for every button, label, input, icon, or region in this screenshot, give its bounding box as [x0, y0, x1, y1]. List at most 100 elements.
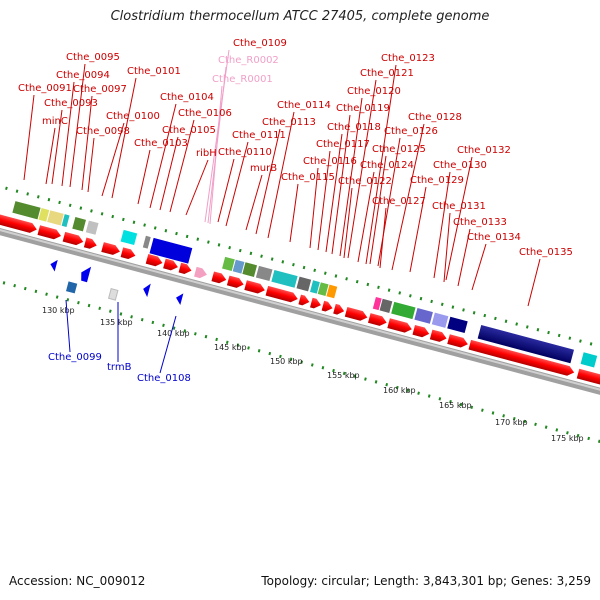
gene-label-leader: [317, 150, 331, 251]
gene-label-leader: [289, 183, 299, 243]
gene-label-leader: [23, 94, 35, 181]
gene-label: Cthe_0134: [467, 232, 521, 243]
gene-label: minC: [42, 116, 68, 127]
gene-label: Cthe_0095: [66, 52, 120, 63]
gene-label-leader: [325, 133, 343, 253]
gene-label-leader: [209, 85, 223, 225]
ruler-label: 170 kbp: [495, 418, 528, 427]
gene-label-leader: [377, 137, 401, 267]
gene-label: Cthe_0131: [432, 201, 486, 212]
gene-label-leader: [225, 141, 249, 227]
gene-label: Cthe_0130: [433, 160, 487, 171]
gene-label: Cthe_0105: [162, 125, 216, 136]
gene-label: Cthe_0132: [457, 145, 511, 156]
topology-summary: Topology: circular; Length: 3,843,301 bp…: [261, 574, 591, 588]
gene-label-leader: [45, 127, 56, 185]
gene-label: Cthe_0099: [48, 352, 102, 363]
gene-label-leader: [51, 109, 63, 185]
gene-label: Cthe_0093: [44, 98, 98, 109]
rna-gene: [194, 266, 207, 279]
gene-label: Cthe_0113: [262, 117, 316, 128]
gene-label: Cthe_0125: [372, 144, 426, 155]
gene-label-leader: [457, 228, 471, 287]
gene-label-leader: [217, 158, 235, 223]
gene-label: trmB: [107, 362, 132, 373]
gene-label-leader: [369, 155, 387, 265]
gene-label-leader: [149, 103, 177, 209]
gene-label: Cthe_R0001: [212, 74, 273, 85]
gene-label: Cthe_0123: [381, 53, 435, 64]
gene-label-leader: [65, 299, 71, 353]
gene-label-leader: [245, 174, 263, 231]
gene-label: Cthe_0110: [218, 147, 272, 158]
ruler-label: 145 kbp: [214, 343, 247, 352]
gene-label: Cthe_0097: [73, 84, 127, 95]
gene-label: Cthe_R0002: [218, 55, 279, 66]
gene-label: Cthe_0121: [360, 68, 414, 79]
gene-label: Cthe_0122: [338, 176, 392, 187]
gene-label: Cthe_0127: [372, 196, 426, 207]
gene-label: Cthe_0101: [127, 66, 181, 77]
accession-text: Accession: NC_009012: [9, 574, 146, 588]
gene-label: Cthe_0114: [277, 100, 331, 111]
gene-label-leader: [137, 149, 151, 205]
gene-label-leader: [433, 171, 451, 279]
ruler-label: 160 kbp: [383, 386, 416, 395]
gene-label: Cthe_0135: [519, 247, 573, 258]
gene-label: Cthe_0109: [233, 38, 287, 49]
ruler-label: 165 kbp: [439, 401, 472, 410]
ruler-label: 140 kbp: [157, 329, 190, 338]
gene-label: Cthe_0115: [281, 172, 335, 183]
gene-label-leader: [471, 243, 487, 291]
gene-label: Cthe_0128: [408, 112, 462, 123]
gene-label-leader: [255, 128, 281, 235]
gene-label-leader: [111, 77, 137, 199]
gene-label-leader: [527, 258, 541, 307]
gene-label-leader: [185, 159, 209, 216]
gene-label: Cthe_0117: [316, 139, 370, 150]
gene-label-leader: [169, 119, 195, 213]
gene-labels: Cthe_0109 Cthe_R0002 Cthe_R0001 Cthe_0095 Ct…: [18, 38, 573, 384]
gene-label: Cthe_0118: [327, 122, 381, 133]
gene-label: Cthe_0094: [56, 70, 110, 81]
gene-label-leader: [267, 111, 295, 239]
ruler: 130 kbp 135 kbp 140 kbp 145 kbp 150 kbp 155 k…: [42, 306, 584, 443]
gene-label: Cthe_0116: [303, 156, 357, 167]
gene-label: Cthe_0100: [106, 111, 160, 122]
gene-label-leader: [159, 136, 179, 211]
gene-label-leader: [379, 207, 387, 269]
gene-label-leader: [87, 137, 95, 193]
reverse-box-1: [65, 281, 78, 294]
gene-label-leader: [445, 156, 473, 281]
gene-label-leader: [331, 114, 351, 255]
ruler-label: 150 kbp: [270, 357, 303, 366]
feature-boxes: [12, 201, 598, 368]
feature-track: [0, 186, 600, 445]
backbone: [0, 225, 600, 400]
gene-label-leader: [309, 167, 319, 249]
ruler-label: 130 kbp: [42, 306, 75, 315]
reverse-genes: [50, 259, 184, 305]
gene-label: Cthe_0098: [76, 126, 130, 137]
gene-label: Cthe_0119: [336, 103, 390, 114]
gene-label-leader: [443, 212, 451, 283]
gene-label-leader: [347, 79, 377, 259]
gene-label: Cthe_0120: [347, 86, 401, 97]
reverse-box-2: [107, 288, 119, 301]
gene-label-leader: [365, 64, 397, 265]
gene-label: murB: [250, 163, 277, 174]
gene-label-leader: [61, 81, 75, 187]
gene-label-leader: [343, 187, 353, 259]
gene-label-leader: [69, 63, 86, 188]
ruler-label: 155 kbp: [327, 371, 360, 380]
gene-label: Cthe_0108: [137, 373, 191, 384]
gene-label-leader: [357, 171, 375, 263]
ruler-label: 175 kbp: [551, 434, 584, 443]
gene-label-leader: [159, 315, 177, 374]
gene-label: Cthe_0129: [410, 175, 464, 186]
gene-label: Cthe_0133: [453, 217, 507, 228]
genome-title: Clostridium thermocellum ATCC 27405, com…: [110, 9, 490, 24]
backbone-highlight: [0, 226, 600, 396]
outer-tick-row: [5, 186, 600, 356]
